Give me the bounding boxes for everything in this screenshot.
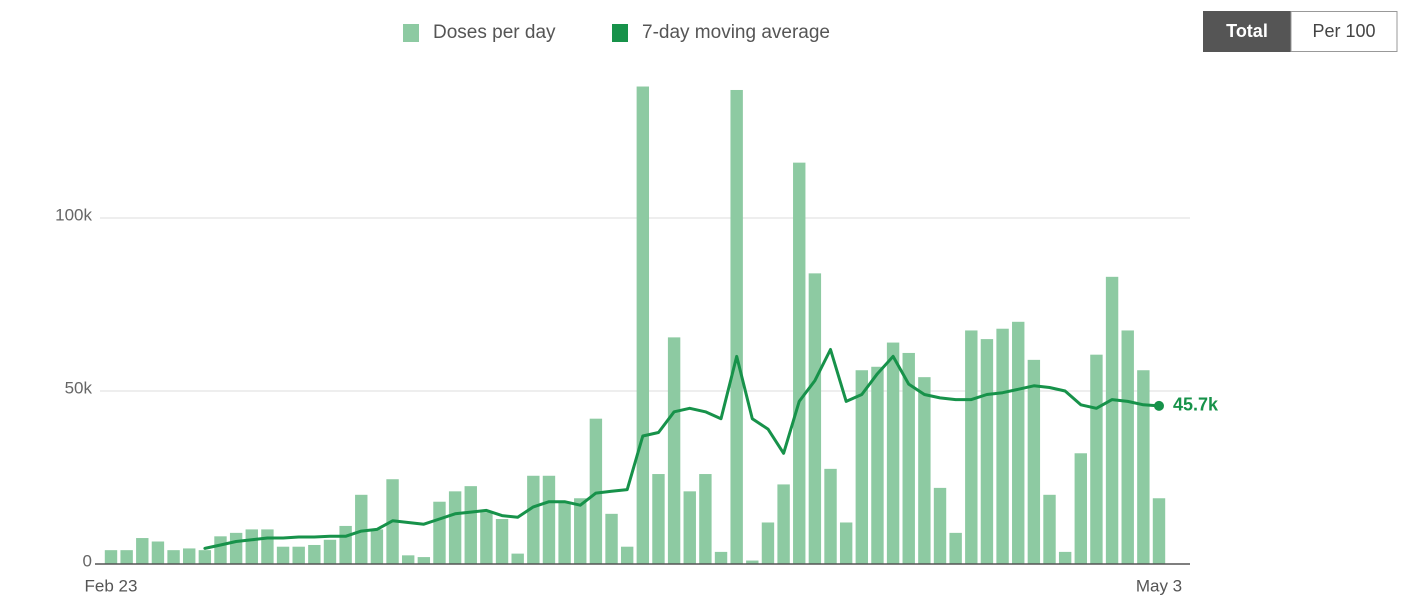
bar <box>401 555 415 564</box>
bar <box>136 538 149 564</box>
bar <box>104 550 118 564</box>
bar <box>808 273 822 564</box>
bar <box>355 494 368 564</box>
bar <box>542 475 556 564</box>
bar <box>996 328 1009 564</box>
y-tick-label: 100k <box>55 205 92 224</box>
bar <box>214 536 227 564</box>
bar <box>183 548 196 564</box>
bar <box>636 86 650 565</box>
bar <box>699 474 712 564</box>
bar <box>151 541 165 564</box>
bar <box>886 342 900 564</box>
moving-average-line <box>203 348 1161 550</box>
bar <box>589 418 603 564</box>
toggle-label[interactable]: Total <box>1226 21 1268 41</box>
bar <box>933 487 947 564</box>
legend-swatch <box>403 24 419 42</box>
bar <box>167 550 180 564</box>
bar <box>1105 276 1119 564</box>
bar <box>323 539 337 564</box>
legend-swatch <box>612 24 628 42</box>
toggle-active[interactable] <box>1203 11 1291 52</box>
bar <box>949 532 962 564</box>
toggle-inactive[interactable] <box>1290 11 1398 52</box>
bar <box>480 512 493 564</box>
x-tick-label: Feb 23 <box>85 576 138 595</box>
bar <box>761 522 775 564</box>
bar <box>965 330 978 564</box>
bar <box>683 491 696 564</box>
bar <box>1074 453 1087 564</box>
bar <box>871 366 884 564</box>
bar <box>714 551 728 564</box>
bar <box>793 162 806 564</box>
bar <box>1090 354 1103 564</box>
bar <box>464 486 477 564</box>
toggle-label[interactable]: Per 100 <box>1312 21 1375 41</box>
bar <box>1152 498 1166 564</box>
bar <box>855 370 869 564</box>
bar <box>605 513 618 564</box>
bar <box>824 468 837 564</box>
bar <box>292 546 305 564</box>
bar <box>652 474 665 564</box>
bar <box>902 352 915 564</box>
legend-label: Doses per day <box>433 22 556 43</box>
bar <box>746 560 759 564</box>
bar <box>527 475 540 564</box>
bar <box>448 491 462 564</box>
bar <box>574 498 587 564</box>
bar <box>120 550 133 564</box>
bar <box>1012 321 1025 564</box>
bar <box>370 529 384 564</box>
bar <box>1137 370 1150 564</box>
bar <box>417 557 431 564</box>
bar <box>667 337 681 564</box>
bar <box>918 377 931 564</box>
y-tick-label: 50k <box>65 378 93 397</box>
bar <box>730 89 743 564</box>
bar <box>839 522 853 564</box>
bar <box>1027 359 1041 564</box>
bar <box>620 546 634 564</box>
bar <box>339 525 352 564</box>
bar <box>245 529 258 564</box>
bar <box>777 484 790 564</box>
y-tick-label: 0 <box>83 551 92 570</box>
bar <box>495 519 509 564</box>
bar <box>308 544 321 564</box>
x-tick-label: May 3 <box>1136 576 1182 595</box>
bar <box>1043 494 1056 564</box>
bar <box>276 546 290 564</box>
bar <box>558 501 571 564</box>
bar <box>433 501 446 564</box>
end-dot <box>1154 400 1164 411</box>
end-label: 45.7k <box>1173 395 1219 415</box>
bar <box>261 529 274 564</box>
bar <box>229 532 243 564</box>
bar <box>980 339 994 564</box>
legend-label: 7-day moving average <box>642 22 830 43</box>
bar <box>1121 330 1134 564</box>
bar <box>511 553 524 564</box>
bar <box>1058 551 1072 564</box>
bar <box>198 550 212 564</box>
